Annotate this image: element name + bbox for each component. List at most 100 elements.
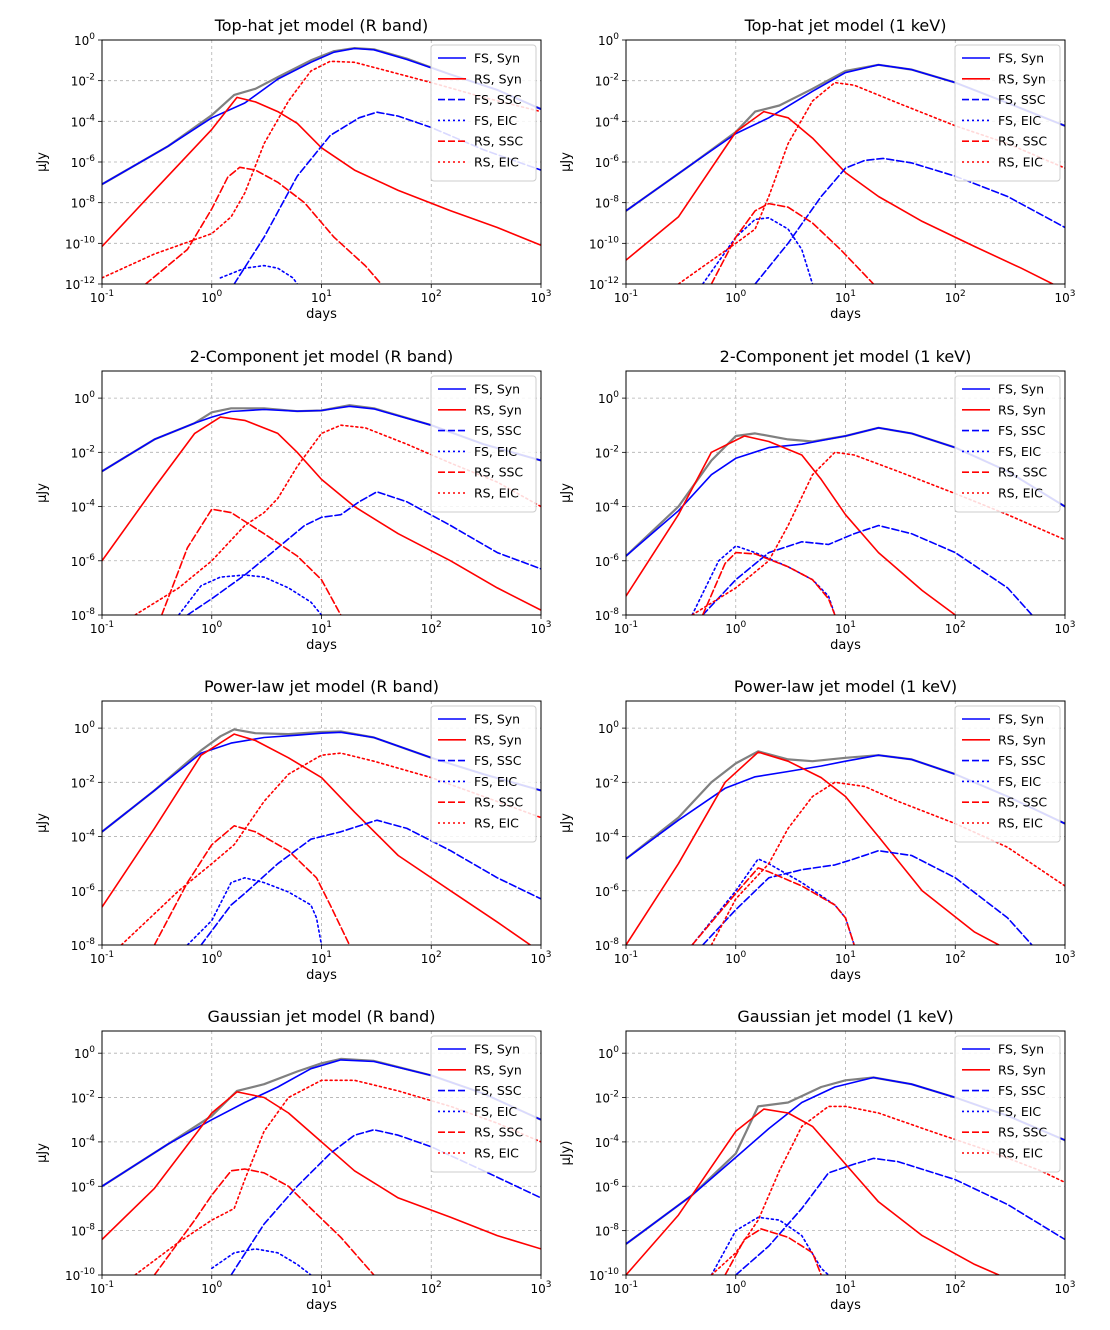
series-rs-syn-line: [102, 1091, 541, 1250]
legend-entry: FS, EIC: [998, 113, 1041, 128]
y-tick-label: 10-6: [595, 553, 620, 569]
legend: FS, Syn RS, Syn FS, SSC FS, EIC RS, SSC RS, E…: [430, 705, 537, 843]
series-rs-syn-line: [626, 1108, 1000, 1275]
x-tick-label: 101: [311, 950, 332, 966]
legend: FS, Syn RS, Syn FS, SSC FS, EIC RS, SSC RS, E…: [954, 44, 1061, 182]
x-axis-label: days: [306, 307, 337, 322]
plot-frame: [101, 700, 542, 946]
y-tick-label: 10-4: [71, 113, 96, 129]
series-rs-syn-line: [102, 96, 541, 248]
legend-entry: FS, Syn: [474, 1042, 520, 1057]
legend-entry: RS, SSC: [474, 134, 523, 149]
x-tick-label: 101: [311, 289, 332, 305]
chart-panel-4: 2-Component jet model (1 keV) 10-1 100 101 1…: [559, 347, 1076, 653]
legend-entry: RS, Syn: [998, 71, 1046, 86]
series-rs-eic-line: [102, 60, 541, 279]
y-tick-label: 100: [74, 720, 95, 736]
legend-entry: RS, SSC: [474, 1125, 523, 1140]
legend-entry: RS, Syn: [474, 1062, 522, 1077]
chart-title: Top-hat jet model (R band): [214, 16, 429, 35]
legend-entry: FS, EIC: [474, 113, 517, 128]
x-tick-label: 101: [835, 950, 856, 966]
y-axis-label: μJy: [35, 483, 50, 503]
series-rs-syn-line: [102, 733, 532, 945]
y-tick-label: 100: [598, 1045, 619, 1061]
y-tick-label: 10-4: [595, 113, 620, 129]
series-fs-ssc-line: [701, 849, 1033, 945]
plot-frame: [101, 1030, 542, 1276]
series-rs-eic-line: [134, 424, 541, 615]
y-tick-label: 10-6: [595, 883, 620, 899]
chart-title: Gaussian jet model (1 keV): [737, 1007, 953, 1026]
x-tick-label: 102: [945, 1280, 966, 1296]
y-tick-label: 100: [598, 390, 619, 406]
y-tick-label: 10-6: [71, 1178, 96, 1194]
chart-title: Top-hat jet model (1 keV): [744, 16, 947, 35]
y-tick-label: 10-10: [589, 1267, 619, 1283]
legend-entry: RS, EIC: [474, 1146, 519, 1161]
y-tick-label: 100: [74, 390, 95, 406]
x-tick-label: 100: [725, 1280, 746, 1296]
plot-frame: [625, 1030, 1066, 1276]
chart-title: Gaussian jet model (R band): [208, 1007, 436, 1026]
x-tick-label: 100: [725, 950, 746, 966]
series-fs-eic-line: [219, 264, 299, 284]
legend-entry: FS, EIC: [474, 444, 517, 459]
x-tick-label: 100: [725, 620, 746, 636]
y-tick-label: 10-8: [71, 1223, 96, 1239]
x-tick-label: 102: [421, 950, 442, 966]
y-axis-label: μJy: [35, 813, 50, 833]
series-rs-ssc-line: [701, 551, 836, 615]
series-fs-ssc-line: [734, 1157, 1065, 1275]
y-tick-label: 10-8: [71, 607, 96, 623]
chart-title: Power-law jet model (R band): [204, 677, 439, 696]
series-rs-syn-line: [102, 416, 541, 612]
legend: FS, Syn RS, Syn FS, SSC FS, EIC RS, SSC RS, E…: [430, 44, 537, 182]
legend-entry: RS, SSC: [998, 1125, 1047, 1140]
chart-panel-8: Gaussian jet model (1 keV) 10-1 100 101 102 1…: [559, 1007, 1076, 1313]
series-fs-eic-line: [710, 1216, 830, 1275]
series-rs-syn-line: [626, 110, 1055, 284]
series-rs-ssc-line: [160, 508, 342, 615]
legend-entry: RS, EIC: [998, 816, 1043, 831]
series-fs-ssc-line: [754, 157, 1065, 284]
y-axis-label: μJy): [559, 1141, 574, 1166]
x-tick-label: 103: [1054, 289, 1075, 305]
series-rs-syn-line: [626, 435, 957, 615]
chart-panel-3: 2-Component jet model (R band) 10-1 100 101…: [35, 347, 552, 653]
y-tick-label: 10-4: [71, 499, 96, 515]
x-axis-label: days: [830, 968, 861, 983]
x-tick-label: 102: [421, 620, 442, 636]
x-tick-label: 10-1: [614, 950, 638, 966]
x-axis-label: days: [306, 638, 337, 653]
series-rs-ssc-line: [153, 824, 351, 945]
legend-entry: FS, EIC: [474, 1104, 517, 1119]
x-tick-label: 102: [945, 620, 966, 636]
legend-entry: FS, Syn: [998, 382, 1044, 397]
x-axis-label: days: [830, 1298, 861, 1313]
legend: FS, Syn RS, Syn FS, SSC FS, EIC RS, SSC RS, E…: [430, 1035, 537, 1173]
legend-entry: RS, EIC: [474, 155, 519, 170]
legend-entry: FS, Syn: [998, 51, 1044, 66]
legend: FS, Syn RS, Syn FS, SSC FS, EIC RS, SSC RS, E…: [954, 705, 1061, 843]
y-tick-label: 10-2: [595, 774, 619, 790]
x-tick-label: 10-1: [614, 620, 638, 636]
chart-panel-7: Gaussian jet model (R band) 10-1 100 101 102…: [35, 1007, 552, 1313]
y-tick-label: 10-8: [595, 195, 620, 211]
legend-entry: FS, EIC: [998, 1104, 1041, 1119]
plot-frame: [625, 39, 1066, 285]
series-rs-ssc-line: [144, 166, 383, 284]
y-tick-label: 10-8: [71, 937, 96, 953]
legend-entry: FS, EIC: [474, 774, 517, 789]
y-tick-label: 10-2: [595, 1090, 619, 1106]
series-rs-syn-line: [626, 751, 1000, 945]
chart-panel-6: Power-law jet model (1 keV) 10-1 100 101 102…: [559, 677, 1076, 983]
y-tick-label: 10-2: [71, 774, 95, 790]
y-tick-label: 10-4: [595, 499, 620, 515]
legend-entry: FS, SSC: [998, 753, 1046, 768]
y-tick-label: 10-10: [589, 235, 619, 251]
legend-entry: FS, EIC: [998, 774, 1041, 789]
legend-entry: RS, SSC: [998, 465, 1047, 480]
y-tick-label: 10-4: [595, 829, 620, 845]
x-axis-label: days: [830, 638, 861, 653]
